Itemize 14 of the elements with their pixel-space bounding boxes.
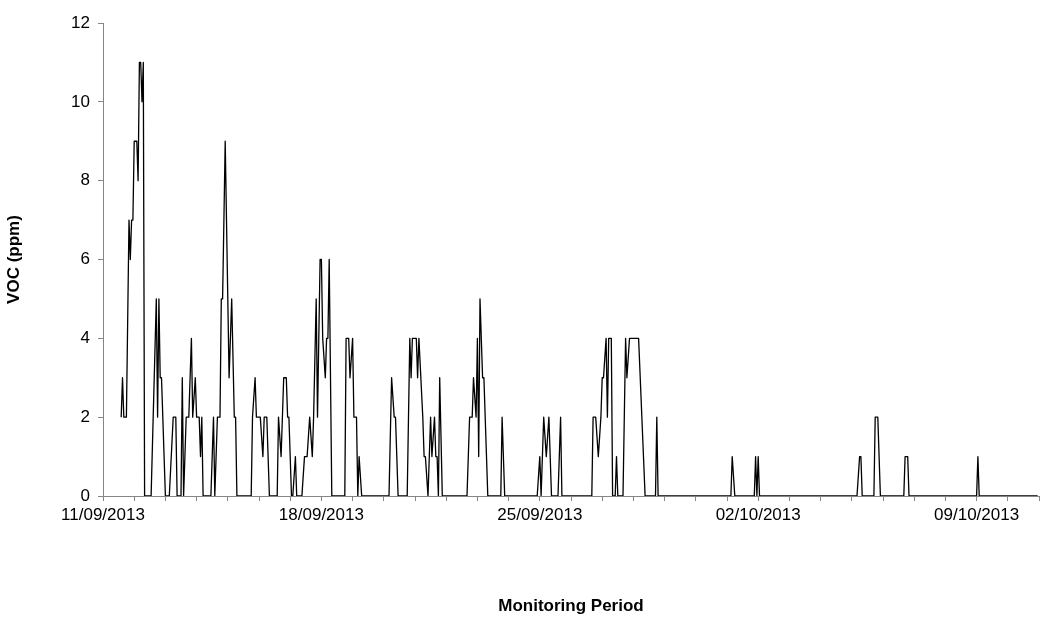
x-tick-label: 09/10/2013	[934, 504, 1020, 524]
y-tick-label: 10	[71, 91, 90, 111]
y-tick-label: 0	[80, 485, 90, 505]
y-tick-label: 4	[80, 328, 90, 348]
x-tick-label: 18/09/2013	[278, 504, 364, 524]
x-tick-label: 25/09/2013	[497, 504, 583, 524]
y-axis-title: VOC (ppm)	[3, 215, 23, 304]
y-tick-label: 2	[80, 406, 90, 426]
y-tick-label: 8	[80, 170, 90, 190]
x-axis-title: Monitoring Period	[498, 596, 644, 616]
x-tick-label: 02/10/2013	[715, 504, 801, 524]
x-tick-label: 11/09/2013	[61, 504, 145, 524]
y-tick-label: 12	[71, 12, 90, 32]
y-tick-label: 6	[80, 249, 90, 269]
